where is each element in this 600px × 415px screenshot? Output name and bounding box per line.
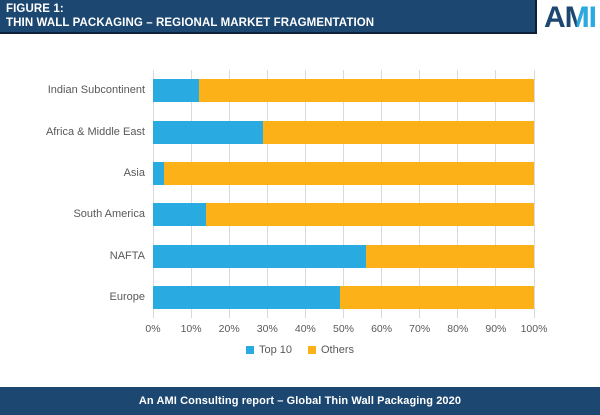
gridline xyxy=(419,70,421,318)
chart-legend: Top 10 Others xyxy=(0,344,600,356)
logo-letter-a: A xyxy=(543,1,566,34)
legend-item-others: Others xyxy=(308,344,354,356)
x-axis: 0% 10% 20% 30% 40% 50% 60% 70% 80% 90% 100% xyxy=(145,323,547,337)
figure-label: FIGURE 1: xyxy=(6,3,64,15)
gridline xyxy=(190,70,192,318)
bar-segment-top-10 xyxy=(153,285,340,309)
bar-segment-others xyxy=(339,285,534,309)
legend-label: Top 10 xyxy=(258,344,292,356)
footer-text: An AMI Consulting report – Global Thin W… xyxy=(138,395,462,407)
legend-label: Others xyxy=(321,344,355,356)
gridline xyxy=(228,70,230,318)
chart-title: THIN WALL PACKAGING – REGIONAL MARKET FR… xyxy=(6,16,375,29)
bar-row: Europe xyxy=(110,285,534,309)
x-axis-tick-label: 70% xyxy=(409,323,431,335)
category-label: Asia xyxy=(123,166,145,179)
gridline xyxy=(457,70,459,318)
bar-segment-top-10 xyxy=(153,244,367,268)
x-axis-tick-label: 20% xyxy=(218,323,240,335)
bar-segment-top-10 xyxy=(153,79,199,103)
x-axis-tick-label: 90% xyxy=(485,323,507,335)
gridline xyxy=(533,70,535,318)
category-label: Indian Subcontinent xyxy=(47,84,145,97)
bar-segment-top-10 xyxy=(153,203,207,227)
bar-segment-top-10 xyxy=(153,120,264,144)
gridline xyxy=(304,70,306,318)
logo-letter-i: I xyxy=(588,1,597,34)
x-axis-tick-label: 10% xyxy=(180,323,202,335)
x-axis-tick-label: 60% xyxy=(371,323,393,335)
x-axis-tick-label: 100% xyxy=(520,323,548,335)
gridline xyxy=(343,70,344,318)
x-axis-tick-label: 0% xyxy=(145,323,161,335)
legend-item-top-10: Top 10 xyxy=(245,344,292,356)
gridline xyxy=(381,70,383,318)
category-label: NAFTA xyxy=(109,249,145,262)
bar-segment-others xyxy=(198,79,534,103)
bar-row: Africa & Middle East xyxy=(46,120,534,144)
category-label: Africa & Middle East xyxy=(45,125,145,138)
bar-segment-top-10 xyxy=(153,161,165,185)
x-axis-tick-label: 30% xyxy=(256,323,278,335)
gridline xyxy=(266,70,268,318)
plot-area: Indian Subcontinent Africa & Middle East A… xyxy=(46,70,547,335)
category-label: South America xyxy=(73,208,145,221)
x-axis-tick-label: 80% xyxy=(447,323,469,335)
legend-swatch xyxy=(308,346,316,354)
gridline xyxy=(495,70,497,318)
bar-segment-others xyxy=(366,244,534,268)
bar-row: South America xyxy=(73,203,534,227)
bar-row: NAFTA xyxy=(110,244,534,268)
bar-segment-others xyxy=(206,203,534,227)
ami-logo: AM M I xyxy=(543,1,597,34)
bar-row: Asia xyxy=(124,161,534,185)
bar-segment-others xyxy=(164,161,534,185)
gridline xyxy=(152,70,154,318)
figure-header-bar: FIGURE 1: THIN WALL PACKAGING – REGIONAL… xyxy=(0,0,537,34)
bar-segment-others xyxy=(263,120,534,144)
report-footer-bar: An AMI Consulting report – Global Thin W… xyxy=(0,387,600,415)
x-axis-tick-label: 50% xyxy=(332,323,355,335)
legend-swatch xyxy=(245,346,254,354)
bar-row: Indian Subcontinent xyxy=(48,79,534,103)
category-label: Europe xyxy=(109,290,145,303)
x-axis-tick-label: 40% xyxy=(294,323,316,335)
